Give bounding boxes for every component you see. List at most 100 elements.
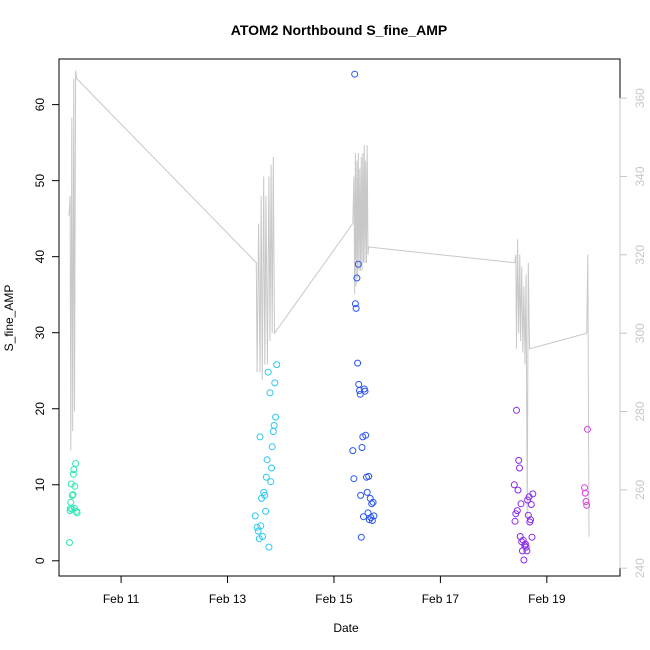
scatter-point <box>513 406 520 414</box>
scatter-point <box>265 543 273 551</box>
y-axis-label: S_fine_AMP <box>2 285 16 352</box>
scatter-point <box>66 539 73 546</box>
y-tick-label: 30 <box>33 326 47 340</box>
scatter-point <box>73 509 81 517</box>
scatter-point <box>583 501 591 509</box>
scatter-point <box>356 390 364 398</box>
scatter-point <box>268 464 275 472</box>
scatter-point <box>520 556 528 564</box>
scatter-point <box>266 389 274 397</box>
y-axis-left: 0 10 20 30 40 50 60 <box>33 98 60 564</box>
y2-tick-label: 360 <box>633 88 647 108</box>
scatter-point <box>354 359 362 367</box>
line-series-path <box>68 70 590 537</box>
y2-tick-label: 340 <box>633 166 647 186</box>
y-tick-label: 20 <box>33 402 47 416</box>
y-tick-label: 0 <box>33 557 47 564</box>
x-axis: Feb 11 Feb 13 Feb 15 Feb 17 Feb 19 <box>103 575 566 606</box>
scatter-point <box>262 473 270 481</box>
scatter-point <box>71 482 79 490</box>
y-tick-label: 60 <box>33 98 47 112</box>
scatter-point <box>521 540 529 548</box>
x-tick-label: Feb 13 <box>209 592 247 606</box>
scatter-point <box>514 486 522 494</box>
scatter-point <box>365 472 373 480</box>
scatter-point <box>368 500 376 508</box>
chart-title: ATOM2 Northbound S_fine_AMP <box>231 22 447 38</box>
scatter-point <box>257 522 265 530</box>
x-tick-label: Feb 17 <box>422 592 460 606</box>
scatter-point <box>349 447 357 455</box>
x-tick-label: Feb 11 <box>103 592 140 606</box>
scatter-point <box>259 533 267 540</box>
scatter-point <box>362 431 370 439</box>
scatter-point <box>584 425 591 433</box>
x-tick-label: Feb 15 <box>315 592 353 606</box>
scatter-point <box>361 387 369 395</box>
scatter-point <box>269 428 277 435</box>
scatter-point <box>256 433 264 441</box>
y2-tick-label: 320 <box>633 245 647 265</box>
scatter-point <box>355 380 363 388</box>
scatter-point <box>581 484 588 492</box>
scatter-point <box>528 533 536 541</box>
scatter-point <box>261 491 269 499</box>
scatter-point <box>69 470 77 478</box>
y2-tick-label: 260 <box>633 480 647 500</box>
scatter-point <box>522 543 530 551</box>
scatter-point <box>67 498 75 506</box>
scatter-point <box>271 379 279 387</box>
plot-frame <box>58 58 621 577</box>
y-tick-label: 10 <box>33 478 47 492</box>
scatter-point <box>264 368 272 376</box>
scatter-point <box>69 491 77 499</box>
scatter-point <box>368 517 376 524</box>
scatter-point <box>582 498 590 505</box>
y2-tick-label: 300 <box>633 323 647 343</box>
scatter-point <box>527 501 535 508</box>
scatter-point <box>272 413 280 421</box>
scatter-point <box>262 507 270 515</box>
x-axis-label: Date <box>333 621 359 635</box>
y2-tick-label: 240 <box>633 558 647 578</box>
scatter-point <box>357 491 365 499</box>
scatter-point <box>267 478 275 486</box>
scatter-point <box>515 456 523 464</box>
scatter-point <box>529 490 537 498</box>
scatter-point <box>510 481 518 489</box>
scatter-point <box>358 444 366 451</box>
scatter-point <box>70 466 78 474</box>
scatter-point <box>72 460 80 467</box>
line-series-layer <box>68 70 590 537</box>
scatter-series-layer <box>66 70 591 564</box>
scatter-point <box>270 422 278 429</box>
scatter-point <box>354 260 362 268</box>
scatter-point <box>260 488 268 496</box>
scatter-point <box>251 512 259 520</box>
scatter-point <box>68 491 76 499</box>
scatter-point <box>353 274 361 282</box>
y-tick-label: 50 <box>33 174 47 188</box>
scatter-point <box>581 489 589 497</box>
scatter-point <box>517 500 525 508</box>
y-axis-right: 240 260 280 300 320 340 360 <box>619 88 647 578</box>
scatter-point <box>360 513 367 521</box>
scatter-point <box>268 443 276 451</box>
scatter-point <box>511 517 519 525</box>
scatter-point <box>523 547 531 555</box>
scatter-point <box>363 488 371 496</box>
scatter-point <box>369 498 377 506</box>
scatter-point <box>263 456 271 464</box>
scatter-point <box>67 480 75 488</box>
scatter-point <box>516 464 523 472</box>
scatter-point <box>370 512 378 520</box>
y2-tick-label: 280 <box>633 401 647 421</box>
scatter-point <box>513 507 521 515</box>
x-tick-label: Feb 19 <box>528 592 566 606</box>
scatter-point <box>352 304 360 312</box>
scatter-point <box>527 516 535 524</box>
y-tick-label: 40 <box>33 250 47 264</box>
scatter-point <box>351 300 359 308</box>
scatter-point <box>357 533 365 541</box>
